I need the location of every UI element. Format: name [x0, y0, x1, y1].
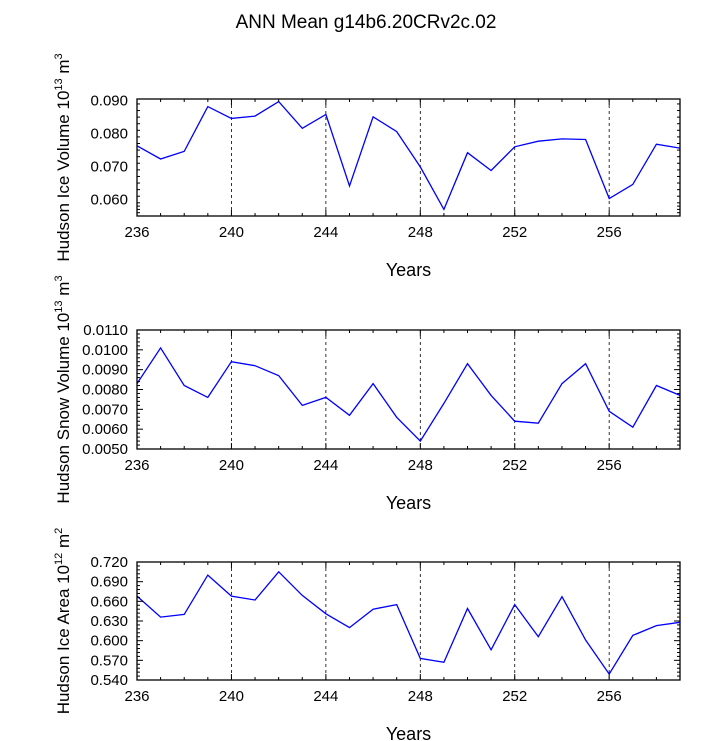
x-tick-label: 252 [502, 688, 527, 705]
x-tick-label: 248 [408, 457, 433, 474]
y-axis-title-unit-exp: 3 [53, 53, 65, 59]
y-axis-title-main: Hudson Ice Area 10 [54, 565, 73, 714]
x-tick-label: 244 [313, 688, 338, 705]
y-tick-label: 0.0090 [82, 362, 128, 379]
y-axis-title-unit-exp: 3 [53, 275, 65, 281]
x-tick-label: 248 [408, 224, 433, 241]
series-line-1 [136, 346, 681, 443]
x-tick-label: 240 [219, 457, 244, 474]
y-axis-title-main: Hudson Snow Volume 10 [54, 313, 73, 504]
x-tick-label: 248 [408, 688, 433, 705]
panel-3: 236 240 244 248 252 256 0.540 0.570 0.600 0.630 0.… [53, 528, 681, 741]
y-axis-title-unit-exp: 2 [53, 528, 65, 534]
y-axis-title-unit: m [54, 282, 73, 301]
y-tick-label: 0.0110 [83, 322, 128, 339]
x-axis-title: Years [386, 724, 431, 741]
y-tick-label: 0.060 [90, 192, 128, 209]
y-axis-title-unit: m [54, 534, 73, 553]
y-axis-title: Hudson Ice Area 1012 m2 [53, 528, 73, 715]
y-tick-label: 0.630 [90, 613, 128, 630]
y-tick-label: 0.690 [90, 574, 128, 591]
x-tick-label: 256 [597, 688, 622, 705]
y-tick-label: 0.720 [90, 554, 128, 571]
y-tick-label: 0.600 [90, 633, 128, 650]
x-tick-label: 240 [219, 224, 244, 241]
y-tick-label: 0.070 [90, 159, 128, 176]
y-tick-label: 0.570 [90, 652, 128, 669]
y-tick-label: 0.660 [90, 593, 128, 610]
y-axis-title-exp: 13 [53, 78, 65, 90]
y-axis-title-exp: 13 [53, 300, 65, 312]
y-axis-title-exp: 12 [53, 553, 65, 565]
y-axis-title: Hudson Snow Volume 1013 m3 [53, 275, 73, 503]
y-axis-title-unit: m [54, 59, 73, 78]
series-line-1 [136, 100, 681, 211]
y-tick-label: 0.0070 [82, 401, 128, 418]
x-axis-title: Years [386, 493, 431, 513]
x-axis-title: Years [386, 260, 431, 280]
x-tick-label: 244 [313, 457, 338, 474]
panel-1: 236 240 244 248 252 256 0.060 0.070 0.080 0.090 Ye… [53, 53, 681, 280]
plot-frame [136, 561, 681, 681]
x-tick-label: 240 [219, 688, 244, 705]
y-tick-label: 0.540 [90, 672, 128, 689]
y-tick-label: 0.0100 [82, 342, 128, 359]
y-tick-label: 0.0060 [82, 421, 128, 438]
x-tick-label: 252 [502, 457, 527, 474]
x-tick-label: 236 [124, 224, 149, 241]
panel-2: 236 240 244 248 252 256 0.0050 0.0060 0.0070 0.00… [53, 275, 681, 513]
x-tick-label: 244 [313, 224, 338, 241]
y-axis-title-main: Hudson Ice Volume 10 [54, 91, 73, 262]
plot-frame [136, 98, 681, 217]
x-tick-label: 256 [597, 457, 622, 474]
x-tick-label: 236 [124, 688, 149, 705]
y-tick-label: 0.0080 [82, 382, 128, 399]
x-tick-label: 252 [502, 224, 527, 241]
y-axis-title: Hudson Ice Volume 1013 m3 [53, 53, 73, 261]
panels: 236 240 244 248 252 256 0.060 0.070 0.080 0.090 Ye… [53, 53, 681, 741]
x-tick-label: 236 [124, 457, 149, 474]
y-tick-label: 0.0050 [82, 441, 128, 458]
series-line-1 [136, 570, 681, 676]
y-tick-label: 0.080 [90, 126, 128, 143]
figure-title: ANN Mean g14b6.20CRv2c.02 [236, 12, 497, 33]
y-tick-label: 0.090 [90, 93, 128, 110]
x-tick-label: 256 [597, 224, 622, 241]
